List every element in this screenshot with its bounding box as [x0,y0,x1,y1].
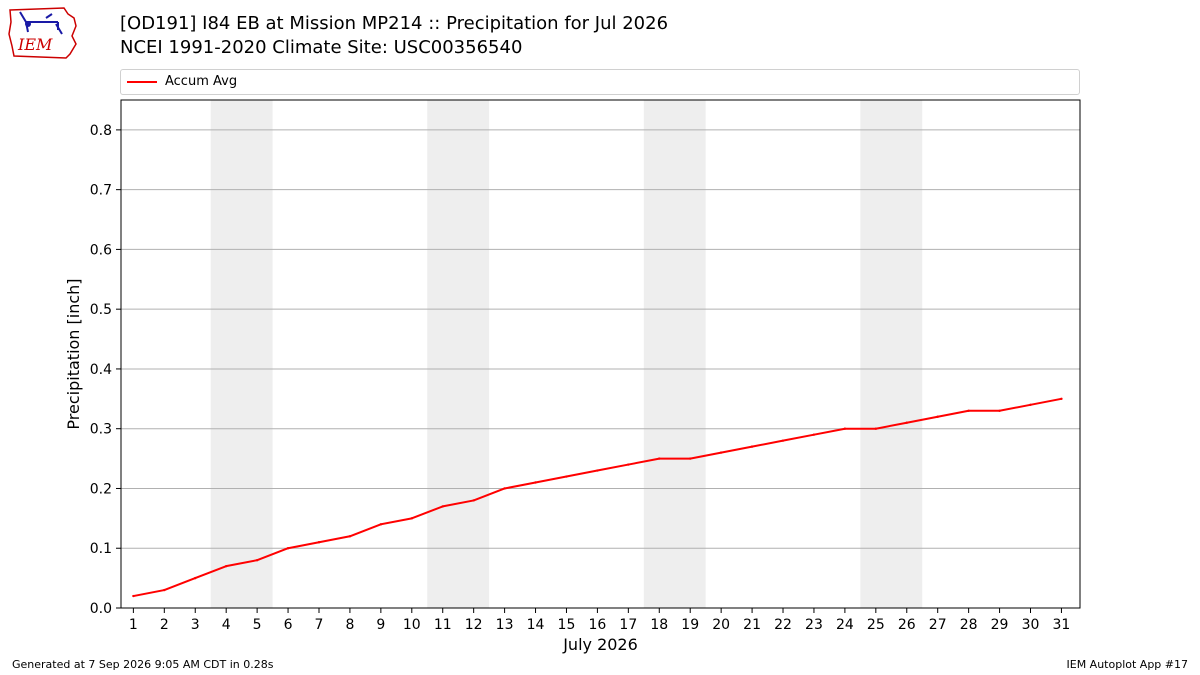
data-point [565,475,568,478]
data-point [194,576,197,580]
data-point [874,427,878,430]
plot-frame [120,99,1081,609]
y-tick-label: 0.4 [90,362,112,378]
x-tick-label: 21 [743,617,761,633]
iem-logo: IEM [8,7,77,59]
data-point [936,415,939,418]
data-point [163,588,166,592]
x-tick-label: 12 [465,617,483,633]
data-point [286,547,290,550]
generated-timestamp: Generated at 7 Sep 2026 9:05 AM CDT in 0… [12,658,274,671]
data-point [255,558,259,562]
data-point [503,487,506,490]
weekend-band-2 [427,100,490,608]
data-point [132,594,135,598]
legend-swatch-accum-avg [127,81,157,83]
x-tick-label: 5 [253,617,262,633]
weekend-band-3 [643,100,706,608]
data-point [812,433,816,436]
x-tick-label: 23 [805,617,823,633]
x-tick-label: 6 [284,617,293,633]
data-point [441,505,444,508]
x-tick-label: 4 [222,617,231,633]
x-tick-label: 31 [1053,617,1071,633]
x-tick-label: 25 [867,617,885,633]
data-point [719,451,723,454]
iowa-outline-icon [8,7,77,59]
x-tick-label: 14 [527,617,545,633]
x-tick-label: 26 [898,617,916,633]
x-tick-label: 9 [376,617,385,633]
y-tick-label: 0.8 [90,123,112,139]
data-point [750,445,754,448]
y-axis-label: Precipitation [inch] [64,278,83,429]
x-tick-label: 2 [160,617,169,633]
chart-subtitle: NCEI 1991-2020 Climate Site: USC00356540 [120,37,523,58]
data-point [534,481,537,484]
data-point [843,427,847,430]
data-point [689,457,692,460]
x-tick-label: 30 [1022,617,1040,633]
x-tick-label: 20 [712,617,730,633]
x-tick-label: 28 [960,617,978,633]
x-tick-label: 7 [315,617,324,633]
data-point [967,409,970,412]
weekend-band-1 [210,100,273,608]
station-dot-icon [25,21,31,27]
y-tick-label: 0.6 [90,242,112,258]
y-tick-label: 0.2 [90,481,112,497]
legend-label-accum-avg: Accum Avg [165,74,238,89]
x-tick-label: 1 [129,617,138,633]
x-tick-label: 22 [774,617,792,633]
x-tick-label: 24 [836,617,854,633]
data-point [410,517,413,520]
logo-text: IEM [17,35,53,54]
data-point [1029,403,1032,406]
y-tick-label: 0.7 [90,183,112,199]
y-tick-label: 0.1 [90,541,112,557]
x-tick-label: 15 [558,617,576,633]
chart-title: [OD191] I84 EB at Mission MP214 :: Preci… [120,13,669,34]
x-tick-label: 8 [345,617,354,633]
data-point [627,463,630,466]
y-tick-label: 0.3 [90,422,112,438]
app-credit: IEM Autoplot App #17 [1066,658,1189,671]
x-tick-label: 11 [434,617,452,633]
data-point [348,535,352,538]
data-point [317,541,321,544]
data-point [379,523,383,526]
data-point [472,499,475,502]
data-point [905,421,908,424]
x-tick-label: 17 [619,617,637,633]
x-tick-label: 3 [191,617,200,633]
x-tick-label: 13 [496,617,514,633]
legend: Accum Avg [120,69,1080,95]
data-point [596,469,599,472]
data-point [998,409,1001,412]
y-tick-label: 0.0 [90,601,112,617]
weekend-band-4 [860,100,923,608]
x-tick-label: 16 [588,617,606,633]
y-tick-label: 0.5 [90,302,112,318]
data-point [1060,397,1063,401]
x-tick-label: 10 [403,617,421,633]
data-point [658,457,661,460]
x-axis-label: July 2026 [562,635,638,654]
weather-station-icon [19,11,63,35]
x-tick-label: 29 [991,617,1009,633]
data-point [224,564,228,568]
x-tick-label: 27 [929,617,947,633]
data-point [781,439,785,442]
x-tick-label: 19 [681,617,699,633]
x-tick-label: 18 [650,617,668,633]
